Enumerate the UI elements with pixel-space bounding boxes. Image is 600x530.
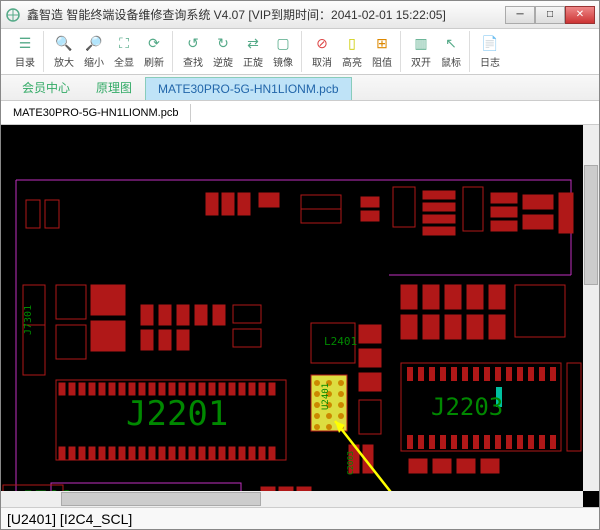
document-tabs: MATE30PRO-5G-HN1LIONM.pcb (1, 101, 599, 125)
rotate-cw-button[interactable]: ⇄正旋 (239, 33, 267, 71)
highlight-button[interactable]: ▯高亮 (338, 33, 366, 71)
tab[interactable]: 会员中心 (9, 74, 83, 100)
rotate-ccw-icon: ↻ (214, 35, 232, 53)
pcb-view: J2201J2203L2401U2401J7301J703C2003 (1, 125, 585, 491)
close-button[interactable]: ✕ (565, 6, 595, 24)
tab-strip: 会员中心原理图MATE30PRO-5G-HN1LIONM.pcb (1, 75, 599, 101)
catalog-button[interactable]: ☰目录 (11, 33, 39, 71)
cursor-button[interactable]: ↖鼠标 (437, 33, 465, 71)
resistance-icon: ⊞ (373, 35, 391, 53)
cursor-icon: ↖ (442, 35, 460, 53)
minimize-button[interactable]: ─ (505, 6, 535, 24)
document-tab[interactable]: MATE30PRO-5G-HN1LIONM.pcb (1, 104, 191, 122)
window-buttons: ─ □ ✕ (505, 6, 595, 24)
status-bar: [U2401] [I2C4_SCL] (1, 507, 599, 529)
log-icon: 📄 (481, 35, 499, 53)
svg-text:J2201: J2201 (126, 394, 228, 434)
tab[interactable]: 原理图 (83, 74, 145, 100)
cancel-button[interactable]: ⊘取消 (308, 33, 336, 71)
vertical-scrollbar[interactable] (583, 125, 599, 491)
highlight-icon: ▯ (343, 35, 361, 53)
svg-text:C2003: C2003 (346, 451, 355, 475)
rotate-ccw-button[interactable]: ↻逆旋 (209, 33, 237, 71)
zoom-in-icon: 🔍 (55, 35, 73, 53)
svg-text:U2401: U2401 (321, 383, 331, 410)
search-icon: ↺ (184, 35, 202, 53)
maximize-button[interactable]: □ (535, 6, 565, 24)
fit-all-icon: ⛶ (115, 35, 133, 53)
status-text: [U2401] [I2C4_SCL] (7, 511, 132, 527)
window-title: 鑫智造 智能终端设备维修查询系统 V4.07 [VIP到期时间：2041-02-… (27, 6, 505, 23)
title-bar: 鑫智造 智能终端设备维修查询系统 V4.07 [VIP到期时间：2041-02-… (1, 1, 599, 29)
zoom-out-icon: 🔎 (85, 35, 103, 53)
app-icon (5, 7, 21, 23)
resistance-button[interactable]: ⊞阻值 (368, 33, 396, 71)
tab[interactable]: MATE30PRO-5G-HN1LIONM.pcb (145, 77, 352, 100)
mirror-button[interactable]: ▢镜像 (269, 33, 297, 71)
svg-text:J7301: J7301 (23, 305, 34, 335)
svg-text:J2203: J2203 (431, 393, 503, 421)
log-button[interactable]: 📄日志 (476, 33, 504, 71)
refresh-icon: ⟳ (145, 35, 163, 53)
catalog-icon: ☰ (16, 35, 34, 53)
svg-text:L2401: L2401 (324, 335, 357, 348)
zoom-out-button[interactable]: 🔎缩小 (80, 33, 108, 71)
pcb-canvas[interactable]: J2201J2203L2401U2401J7301J703C2003 (1, 125, 599, 507)
rotate-cw-icon: ⇄ (244, 35, 262, 53)
search-button[interactable]: ↺查找 (179, 33, 207, 71)
zoom-in-button[interactable]: 🔍放大 (50, 33, 78, 71)
dual-view-button[interactable]: ▥双开 (407, 33, 435, 71)
toolbar: ☰目录🔍放大🔎缩小⛶全显⟳刷新↺查找↻逆旋⇄正旋▢镜像⊘取消▯高亮⊞阻值▥双开↖… (1, 29, 599, 75)
mirror-icon: ▢ (274, 35, 292, 53)
horizontal-scrollbar[interactable] (1, 491, 583, 507)
cancel-icon: ⊘ (313, 35, 331, 53)
refresh-button[interactable]: ⟳刷新 (140, 33, 168, 71)
fit-all-button[interactable]: ⛶全显 (110, 33, 138, 71)
dual-view-icon: ▥ (412, 35, 430, 53)
